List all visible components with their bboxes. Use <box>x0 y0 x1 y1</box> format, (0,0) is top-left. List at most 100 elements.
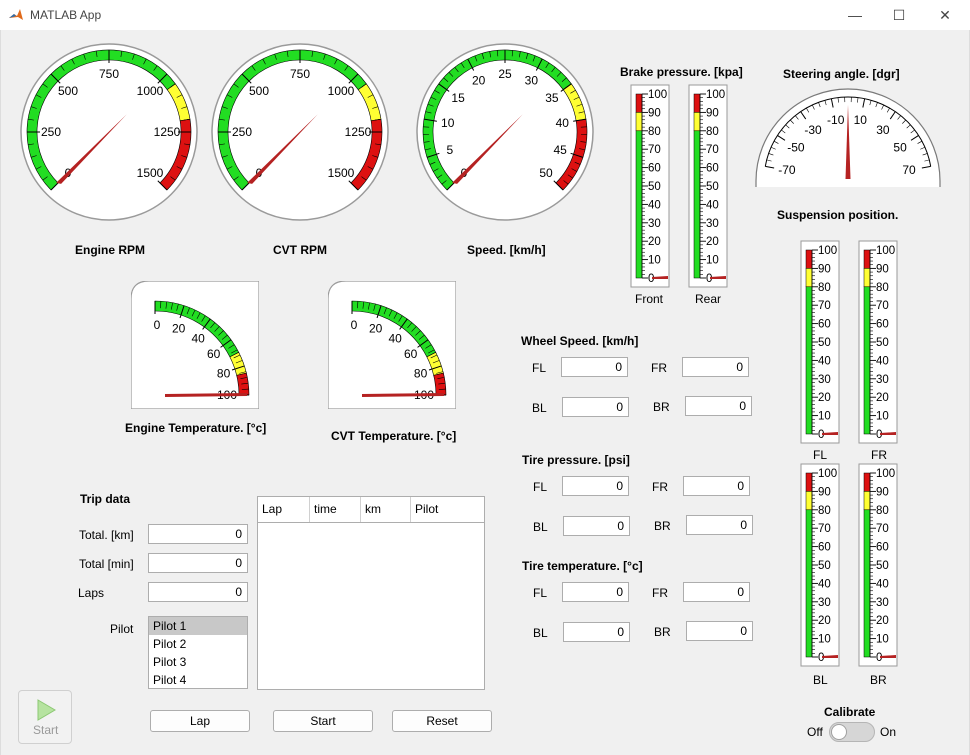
gauge-tick-label: 750 <box>99 67 119 81</box>
laps-field[interactable]: 0 <box>148 582 248 602</box>
column-header-pilot[interactable]: Pilot <box>415 502 439 516</box>
gauge-tick <box>426 152 440 158</box>
gauge-yellow-band <box>693 112 701 132</box>
gauge-tick <box>191 309 196 317</box>
gauge-tick-label: 30 <box>818 597 831 609</box>
toolbar-start-label: Start <box>33 723 59 737</box>
column-header-time[interactable]: time <box>310 497 361 522</box>
gauge-tick-label: 0 <box>648 273 654 285</box>
gauge-tick-label: 100 <box>876 468 895 480</box>
switch-knob[interactable] <box>831 724 847 740</box>
pilot-option[interactable]: Pilot 3 <box>153 655 187 669</box>
minimize-button[interactable]: — <box>848 7 862 23</box>
gauge-tick-label: -70 <box>778 163 796 177</box>
gauge-tick <box>430 96 437 100</box>
gauge-tick-label: 80 <box>818 505 831 517</box>
calibrate-switch[interactable] <box>829 722 875 742</box>
gauge-tick <box>186 307 190 315</box>
gauge-tick-label: 20 <box>369 321 383 335</box>
gauge-tick <box>153 65 158 71</box>
gauge-tick <box>454 67 459 73</box>
tire-pressure-bl-field[interactable]: 0 <box>563 516 630 536</box>
maximize-button[interactable]: ☐ <box>892 7 906 23</box>
gauge-tick-label: 70 <box>902 163 916 177</box>
gauge-green-band <box>635 130 643 279</box>
gauge-tick <box>344 65 349 71</box>
gauge-tick-label: 15 <box>451 91 465 105</box>
gauge-tick-label: 20 <box>818 615 831 627</box>
gauge-green-band <box>863 286 871 435</box>
gauge-tick <box>373 303 376 311</box>
reset-button[interactable]: Reset <box>392 710 492 732</box>
tire-pressure-fl-field[interactable]: 0 <box>562 476 629 496</box>
gauge-tick <box>348 180 359 191</box>
gauge-tick <box>806 107 810 113</box>
tire-temp-fr-field[interactable]: 0 <box>683 582 750 602</box>
gauge-tick <box>393 312 398 319</box>
column-header-lap[interactable]: Lap <box>258 497 310 522</box>
suspension-br-label: BR <box>870 673 887 687</box>
gauge-tick-label: 60 <box>648 163 661 175</box>
gauge-tick <box>240 377 248 379</box>
pilot-option[interactable]: Pilot 4 <box>153 673 187 687</box>
gauge-tick-label: 50 <box>876 560 889 572</box>
gauge-tick-label: 80 <box>648 126 661 138</box>
tire-pressure-br-field[interactable]: 0 <box>686 515 753 535</box>
column-header-km[interactable]: km <box>361 497 411 522</box>
gauge-tick-label: 0 <box>818 652 824 664</box>
wheel-speed-br-field[interactable]: 0 <box>685 396 752 416</box>
pilot-listbox[interactable]: Pilot 1 Pilot 2 Pilot 3 Pilot 4 <box>148 616 248 689</box>
toolbar-start-button[interactable]: Start <box>18 690 72 744</box>
gauge-yellow-band <box>863 491 871 511</box>
gauge-tick <box>418 334 425 340</box>
gauge-tick <box>496 50 499 57</box>
tire-temp-fl-field[interactable]: 0 <box>562 582 629 602</box>
gauge-tick <box>437 174 443 179</box>
total-km-field[interactable]: 0 <box>148 524 248 544</box>
start-button[interactable]: Start <box>273 710 373 732</box>
tire-pressure-fr-field[interactable]: 0 <box>683 476 750 496</box>
suspension-fr-label: FR <box>871 448 887 462</box>
gauge-tick <box>214 326 220 332</box>
gauge-tick-label: 30 <box>876 123 890 137</box>
gauge-tick <box>375 118 382 121</box>
gauge-tick <box>432 360 440 364</box>
gauge-tick <box>30 155 37 158</box>
gauge-tick <box>184 118 191 121</box>
trip-data-label: Trip data <box>80 492 131 506</box>
gauge-green-band <box>693 130 701 279</box>
gauge-tick <box>781 129 786 134</box>
gauge-tick <box>425 111 432 114</box>
pilot-option[interactable]: Pilot 1 <box>149 617 247 635</box>
tire-temp-bl-field[interactable]: 0 <box>563 622 630 642</box>
gauge-tick-label: 20 <box>172 321 186 335</box>
gauge-tick <box>571 168 578 172</box>
close-button[interactable]: ✕ <box>939 7 951 23</box>
gauge-tick <box>60 65 65 71</box>
gauge-needle <box>452 114 523 184</box>
gauge-tick-label: 10 <box>706 255 719 267</box>
gauge-tick <box>286 50 289 57</box>
wheel-speed-br-label: BR <box>653 400 670 414</box>
wheel-speed-bl-label: BL <box>532 401 547 415</box>
lap-table[interactable]: Lap time km Pilot <box>257 496 485 690</box>
gauge-tick <box>221 155 228 158</box>
lap-button[interactable]: Lap <box>150 710 250 732</box>
gauge-tick <box>438 83 450 92</box>
brake-rear-label: Rear <box>695 292 722 306</box>
pilot-option[interactable]: Pilot 2 <box>153 637 187 651</box>
tire-temp-br-field[interactable]: 0 <box>686 621 753 641</box>
total-min-field[interactable]: 0 <box>148 553 248 573</box>
gauge-tick <box>398 315 403 322</box>
wheel-speed-fl-field[interactable]: 0 <box>561 357 628 377</box>
gauge-tick-label: 30 <box>648 218 661 230</box>
suspension-bl-label: BL <box>813 673 828 687</box>
gauge-tick-label: 80 <box>706 126 719 138</box>
wheel-speed-bl-field[interactable]: 0 <box>562 397 629 417</box>
gauge-tick <box>368 302 370 310</box>
wheel-speed-fr-field[interactable]: 0 <box>682 357 749 377</box>
gauge-tick-label: 40 <box>556 116 570 130</box>
